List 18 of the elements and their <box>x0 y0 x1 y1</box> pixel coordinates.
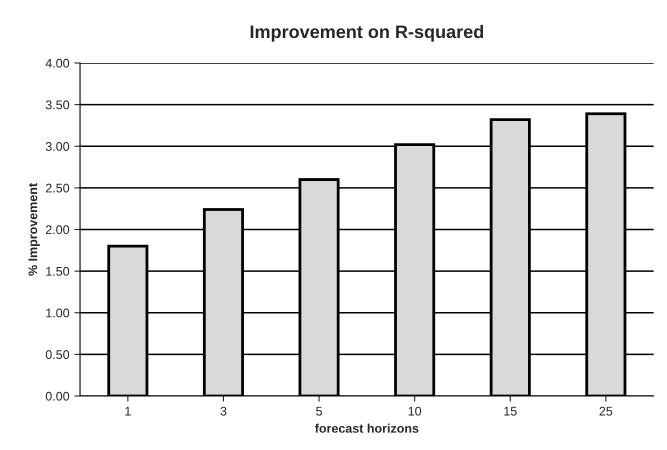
y-tick-label: 3.00 <box>46 142 70 151</box>
y-tick-label: 4.00 <box>46 58 70 68</box>
chart-title: Improvement on R-squared <box>250 24 484 42</box>
x-axis-title: forecast horizons <box>314 424 418 433</box>
y-tick-label: 0.00 <box>46 392 70 401</box>
x-tick-label: 3 <box>220 406 226 416</box>
x-tick-label: 15 <box>504 406 517 416</box>
y-tick-label: 0.50 <box>46 350 70 360</box>
x-tick-label: 1 <box>125 406 131 416</box>
x-tick-label: 10 <box>408 406 422 416</box>
y-tick-label: 2.50 <box>46 184 70 193</box>
x-tick-label: 5 <box>316 406 322 416</box>
x-tick-label: 25 <box>600 406 612 416</box>
y-axis-title: % Improvement <box>28 183 40 276</box>
y-tick-label: 1.00 <box>46 308 70 318</box>
y-tick-label: 2.00 <box>46 225 70 234</box>
y-tick-label: 1.50 <box>46 266 70 276</box>
y-tick-label: 3.50 <box>46 100 70 110</box>
